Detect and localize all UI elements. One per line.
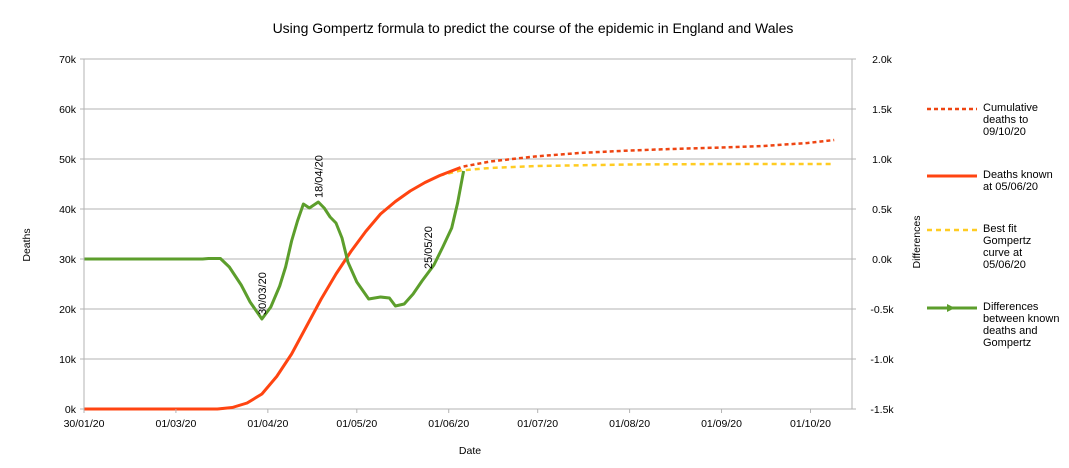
legend-marker-icon	[947, 304, 955, 312]
y-tick-label: 60k	[59, 104, 77, 116]
series-line-1	[84, 166, 462, 411]
grid	[84, 58, 852, 410]
legend-label-0: Cumulative deaths to 09/10/20	[983, 102, 1038, 138]
x-tick-label: 30/01/20	[64, 418, 105, 430]
y-tick-label: 10k	[59, 354, 77, 366]
x-tick-label: 01/09/20	[701, 418, 742, 430]
legend-line: at 05/06/20	[983, 181, 1038, 193]
x-tick-label: 01/08/20	[609, 418, 650, 430]
y-tick-label: 20k	[59, 304, 77, 316]
legend-line: Gompertz	[983, 235, 1031, 247]
legend-line: 05/06/20	[983, 259, 1026, 271]
y-tick-label: 40k	[59, 204, 77, 216]
legend-line: deaths and	[983, 325, 1037, 337]
y2-tick-label: 1.5k	[872, 104, 893, 116]
legend-line: Best fit	[983, 223, 1017, 235]
y-tick-label: 30k	[59, 254, 77, 266]
x-tick-label: 01/07/20	[517, 418, 558, 430]
y-tick-label: 0k	[65, 404, 77, 416]
series-group	[84, 138, 835, 411]
annotation: 18/04/20	[313, 155, 325, 198]
x-tick-label: 01/06/20	[428, 418, 469, 430]
y2-tick-label: -0.5k	[870, 304, 894, 316]
series-line-0	[463, 138, 835, 168]
annotation: 30/03/20	[257, 272, 269, 315]
y-tick-label: 50k	[59, 154, 77, 166]
y2-tick-label: -1.5k	[870, 404, 894, 416]
chart-title: Using Gompertz formula to predict the co…	[273, 20, 794, 36]
legend-line: Deaths known	[983, 169, 1053, 181]
legend-label-1: Deaths known at 05/06/20	[983, 169, 1053, 193]
legend: Cumulative deaths to 09/10/20 Deaths known a…	[927, 102, 1059, 349]
y2-axis-label: Differences	[911, 216, 923, 269]
x-axis-label: Date	[459, 445, 481, 457]
y-axis-label: Deaths	[21, 228, 33, 261]
annotation: 25/05/20	[423, 226, 435, 269]
x-tick-label: 01/05/20	[336, 418, 377, 430]
legend-line: deaths to	[983, 114, 1028, 126]
y2-tick-label: 2.0k	[872, 54, 893, 66]
annotations: 30/03/20 18/04/20 25/05/20	[257, 155, 435, 315]
legend-label-3: Differences between known deaths and Gomper…	[983, 301, 1059, 349]
series-line-3	[84, 170, 466, 321]
y-tick-label: 70k	[59, 54, 77, 66]
legend-line: Gompertz	[983, 337, 1031, 349]
x-tick-label: 01/03/20	[155, 418, 196, 430]
y2-tick-label: 0.5k	[872, 204, 893, 216]
y2-tick-label: -1.0k	[870, 354, 894, 366]
y2-tick-label: 0.0k	[872, 254, 893, 266]
legend-line: between known	[983, 313, 1059, 325]
legend-line: 09/10/20	[983, 126, 1026, 138]
legend-line: Differences	[983, 301, 1039, 313]
axes: 0k -1.5k 10k -1.0k 20k -0.5k 30k 0.0k 40k 0.5k 50k…	[59, 54, 894, 430]
legend-line: curve at	[983, 247, 1022, 259]
x-tick-label: 01/10/20	[790, 418, 831, 430]
x-tick-label: 01/04/20	[247, 418, 288, 430]
legend-line: Cumulative	[983, 102, 1038, 114]
y2-tick-label: 1.0k	[872, 154, 893, 166]
legend-label-2: Best fit Gompertz curve at 05/06/20	[983, 223, 1031, 271]
